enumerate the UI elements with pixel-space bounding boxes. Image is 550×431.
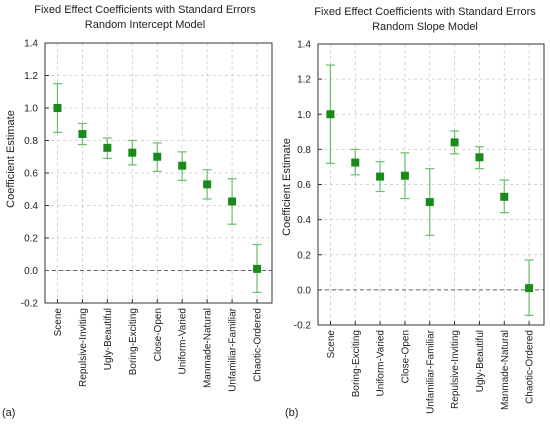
chart-b-category-label: Chaotic-Ordered (525, 330, 536, 404)
chart-b-category-label: Uniform-Varied (376, 330, 387, 397)
chart-b-title: Fixed Effect Coefficients with Standard … (314, 6, 536, 18)
chart-b-point (425, 198, 434, 207)
chart-b-category-label: Boring-Exciting (351, 330, 362, 397)
chart-a-ytick-label: 0.4 (24, 201, 38, 212)
chart-panel-a: Fixed Effect Coefficients with Standard … (2, 4, 273, 419)
chart-b-point (351, 158, 360, 167)
chart-a-ytick-label: 1.2 (24, 71, 38, 82)
chart-a-category-label: Close-Open (153, 308, 164, 361)
chart-b-point (326, 110, 335, 119)
chart-a-category-label: Repulsive-Inviting (78, 308, 89, 387)
chart-a-category-label: Scene (53, 308, 64, 337)
chart-a-category-label: Ugly-Beautiful (103, 308, 114, 370)
chart-b-category-label: Unfamiliar-Familiar (425, 329, 436, 414)
chart-b-ytick-label: 0.0 (297, 285, 311, 296)
chart-a-point (178, 161, 187, 170)
chart-b-ytick-label: 0.4 (297, 215, 311, 226)
chart-b-ytick-label: 1.0 (297, 110, 311, 121)
chart-a-ytick-label: 0.6 (24, 169, 38, 180)
chart-a-point (153, 152, 162, 161)
chart-b-point (475, 153, 484, 162)
chart-b-point (450, 138, 459, 147)
chart-a-subtitle: Random Intercept Model (85, 19, 205, 31)
chart-b-ytick-label: 0.6 (297, 180, 311, 191)
chart-b-category-label: Repulsive-Inviting (450, 330, 461, 409)
chart-b-subtitle: Random Slope Model (372, 21, 478, 33)
chart-a-ylabel: Coefficient Estimate (5, 110, 17, 208)
chart-a-title: Fixed Effect Coefficients with Standard … (34, 4, 256, 16)
chart-b-ytick-label: -0.2 (294, 321, 312, 332)
chart-a-ytick-label: 0.2 (24, 234, 38, 245)
chart-a-point (53, 104, 62, 112)
chart-b-ytick-label: 0.2 (297, 250, 311, 261)
chart-b-ytick-label: 1.2 (297, 75, 311, 86)
chart-a-category-label: Manmade-Natural (203, 308, 214, 388)
chart-a-category-label: Boring-Exciting (128, 308, 139, 375)
chart-a-ytick-label: 0.8 (24, 136, 38, 147)
chart-b-point (376, 172, 385, 181)
chart-a-ytick-label: -0.2 (21, 299, 39, 310)
chart-a-panel-label: (a) (2, 407, 15, 419)
chart-a-plot-frame (44, 42, 273, 304)
chart-a-point (128, 148, 137, 157)
chart-a-point (203, 180, 212, 189)
chart-a-category-label: Uniform-Varied (178, 308, 189, 375)
chart-a-category-label: Chaotic-Ordered (253, 308, 264, 382)
chart-b-panel-label: (b) (285, 407, 298, 419)
chart-b-category-label: Manmade-Natural (500, 330, 511, 410)
chart-b-category-label: Ugly-Beautiful (475, 330, 486, 392)
chart-a-point (78, 130, 87, 138)
chart-b-point (500, 192, 509, 201)
chart-b-ytick-label: 0.8 (297, 145, 311, 156)
chart-a-ytick-label: 1.4 (24, 39, 38, 50)
chart-a-ytick-label: 0.0 (24, 266, 38, 277)
chart-a-ytick-label: 1.0 (24, 104, 38, 115)
chart-b-category-label: Scene (326, 330, 337, 359)
chart-a-point (228, 197, 237, 206)
chart-b-ytick-label: 1.4 (297, 40, 311, 51)
chart-b-ylabel: Coefficient Estimate (281, 138, 293, 236)
chart-a-point (103, 143, 112, 152)
chart-a-point (253, 264, 262, 273)
chart-b-point (400, 171, 409, 180)
chart-b-category-label: Close-Open (400, 330, 411, 383)
chart-b-point (525, 284, 534, 293)
chart-panel-b: Fixed Effect Coefficients with Standard … (281, 6, 545, 419)
chart-a-category-label: Unfamiliar-Familiar (228, 307, 239, 392)
chart-b-plot-frame (317, 43, 545, 326)
